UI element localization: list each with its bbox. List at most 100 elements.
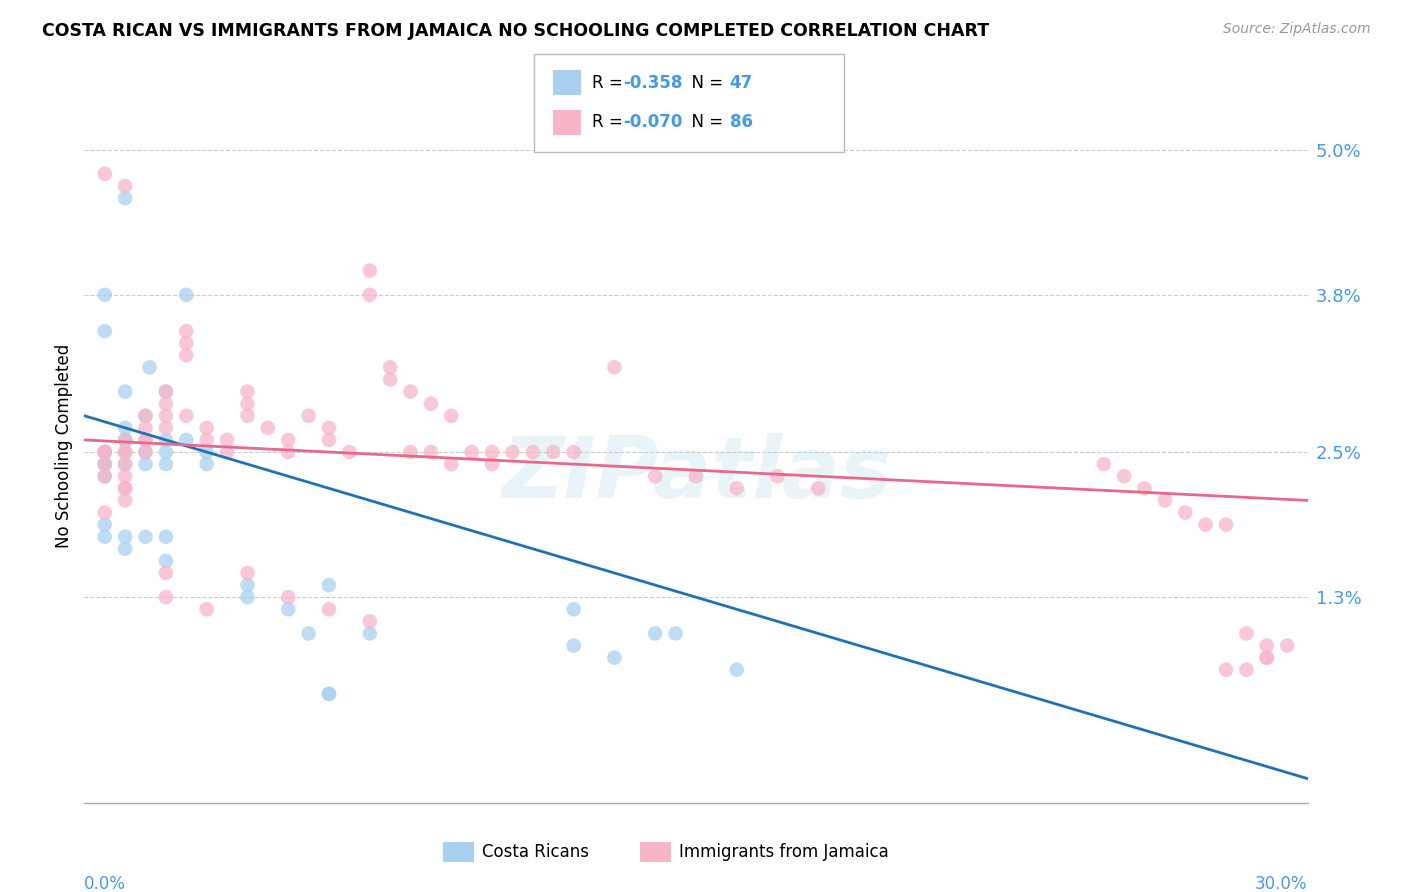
Point bbox=[195, 421, 218, 435]
Point bbox=[93, 288, 115, 302]
Point bbox=[1092, 457, 1115, 471]
Point bbox=[114, 481, 136, 495]
Text: -0.070: -0.070 bbox=[623, 113, 682, 131]
Point bbox=[603, 650, 626, 665]
Text: Source: ZipAtlas.com: Source: ZipAtlas.com bbox=[1223, 22, 1371, 37]
Point bbox=[114, 481, 136, 495]
Point bbox=[174, 324, 197, 338]
Point bbox=[93, 457, 115, 471]
Point bbox=[174, 433, 197, 447]
Point bbox=[380, 372, 402, 386]
Point bbox=[318, 578, 340, 592]
Point bbox=[114, 384, 136, 399]
Point bbox=[1215, 663, 1237, 677]
Point bbox=[1114, 469, 1136, 483]
Point bbox=[93, 445, 115, 459]
Point bbox=[195, 433, 218, 447]
Point bbox=[420, 445, 443, 459]
Text: N =: N = bbox=[681, 74, 728, 92]
Text: COSTA RICAN VS IMMIGRANTS FROM JAMAICA NO SCHOOLING COMPLETED CORRELATION CHART: COSTA RICAN VS IMMIGRANTS FROM JAMAICA N… bbox=[42, 22, 990, 40]
Point bbox=[114, 457, 136, 471]
Point bbox=[359, 626, 381, 640]
Point bbox=[236, 384, 259, 399]
Point bbox=[298, 409, 321, 423]
Point bbox=[1133, 481, 1156, 495]
Point bbox=[217, 433, 239, 447]
Point bbox=[359, 615, 381, 629]
Point bbox=[380, 360, 402, 375]
Point bbox=[359, 263, 381, 277]
Point bbox=[93, 469, 115, 483]
Point bbox=[135, 409, 157, 423]
Point bbox=[1195, 517, 1218, 532]
Point bbox=[155, 457, 177, 471]
Point bbox=[481, 457, 503, 471]
Y-axis label: No Schooling Completed: No Schooling Completed bbox=[55, 344, 73, 548]
Point bbox=[93, 324, 115, 338]
Point bbox=[236, 397, 259, 411]
Point bbox=[603, 360, 626, 375]
Text: R =: R = bbox=[592, 74, 628, 92]
Point bbox=[114, 445, 136, 459]
Point bbox=[93, 517, 115, 532]
Point bbox=[93, 530, 115, 544]
Point bbox=[114, 541, 136, 556]
Point bbox=[114, 445, 136, 459]
Point bbox=[807, 481, 830, 495]
Point bbox=[318, 687, 340, 701]
Point bbox=[1275, 639, 1298, 653]
Point bbox=[1174, 506, 1197, 520]
Text: 0.0%: 0.0% bbox=[84, 875, 127, 892]
Point bbox=[174, 348, 197, 362]
Point bbox=[399, 445, 422, 459]
Point bbox=[644, 626, 666, 640]
Point bbox=[318, 433, 340, 447]
Point bbox=[766, 469, 789, 483]
Point bbox=[155, 421, 177, 435]
Point bbox=[93, 445, 115, 459]
Point bbox=[93, 457, 115, 471]
Point bbox=[174, 288, 197, 302]
Point bbox=[114, 445, 136, 459]
Text: ZIPatlas: ZIPatlas bbox=[501, 433, 891, 516]
Point bbox=[339, 445, 360, 459]
Point bbox=[114, 433, 136, 447]
Point bbox=[135, 445, 157, 459]
Point bbox=[93, 445, 115, 459]
Point bbox=[155, 590, 177, 604]
Text: R =: R = bbox=[592, 113, 628, 131]
Point bbox=[1256, 650, 1278, 665]
Point bbox=[135, 457, 157, 471]
Point bbox=[155, 445, 177, 459]
Point bbox=[93, 167, 115, 181]
Point bbox=[277, 590, 299, 604]
Point bbox=[174, 336, 197, 351]
Point bbox=[93, 445, 115, 459]
Point bbox=[1215, 517, 1237, 532]
Point bbox=[420, 397, 443, 411]
Point bbox=[155, 554, 177, 568]
Point bbox=[562, 445, 585, 459]
Point bbox=[277, 433, 299, 447]
Point bbox=[236, 566, 259, 580]
Point bbox=[1234, 626, 1257, 640]
Point bbox=[114, 421, 136, 435]
Point bbox=[664, 626, 686, 640]
Point bbox=[359, 288, 381, 302]
Point bbox=[155, 409, 177, 423]
Point bbox=[114, 530, 136, 544]
Point bbox=[318, 687, 340, 701]
Point bbox=[195, 457, 218, 471]
Point bbox=[114, 457, 136, 471]
Point bbox=[236, 590, 259, 604]
Point bbox=[725, 663, 748, 677]
Point bbox=[155, 397, 177, 411]
Point bbox=[543, 445, 565, 459]
Point bbox=[725, 481, 748, 495]
Point bbox=[501, 445, 523, 459]
Point bbox=[93, 457, 115, 471]
Point bbox=[114, 433, 136, 447]
Point bbox=[461, 445, 484, 459]
Point bbox=[277, 602, 299, 616]
Point bbox=[562, 602, 585, 616]
